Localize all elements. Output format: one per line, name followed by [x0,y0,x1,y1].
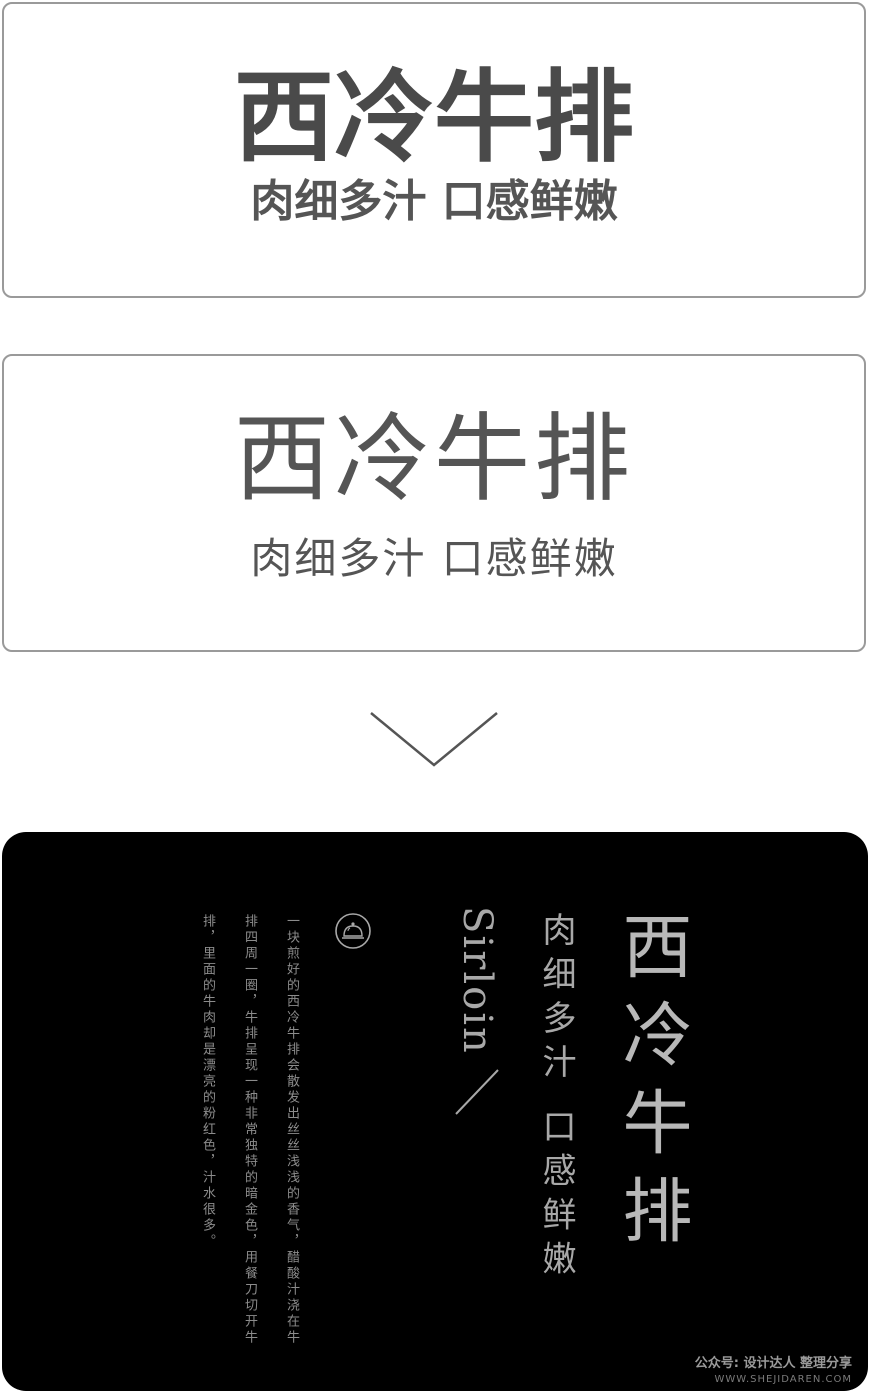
description-line: 一块煎好的西冷牛排会散发出丝丝浅浅的香气，醋酸汁浇在牛 [284,914,299,1346]
dark-card-title: 西冷牛排 [611,910,693,1262]
chevron-down-icon [370,712,498,767]
bold-title-card: 西冷牛排 肉细多汁 口感鲜嫩 [2,2,866,298]
regular-title-card: 西冷牛排 肉细多汁 口感鲜嫩 [2,354,866,652]
dark-card-subtitle: 肉细多汁 口感鲜嫩 [536,912,576,1285]
card2-title: 西冷牛排 [234,403,634,515]
slash-divider [455,1069,499,1115]
card2-subtitle: 肉细多汁 口感鲜嫩 [250,534,618,583]
description-line: 排，里面的牛肉却是漂亮的粉红色，汁水很多。 [200,914,215,1250]
description-line: 排四周一圈，牛排呈现一种非常独特的暗金色，用餐刀切开牛 [242,914,257,1346]
card1-subtitle: 肉细多汁 口感鲜嫩 [250,176,618,227]
card1-title: 西冷牛排 [234,58,634,176]
vertical-layout-card: 西冷牛排 肉细多汁 口感鲜嫩 Sirloin 一块煎好的西冷牛排会散发出丝丝浅浅… [2,832,868,1391]
dark-card-english-title: Sirloin [454,906,500,1055]
cloche-icon [335,913,371,949]
watermark-url: WWW.SHEJIDAREN.COM [714,1374,852,1385]
watermark-text: 公众号: 设计达人 整理分享 [694,1356,852,1371]
